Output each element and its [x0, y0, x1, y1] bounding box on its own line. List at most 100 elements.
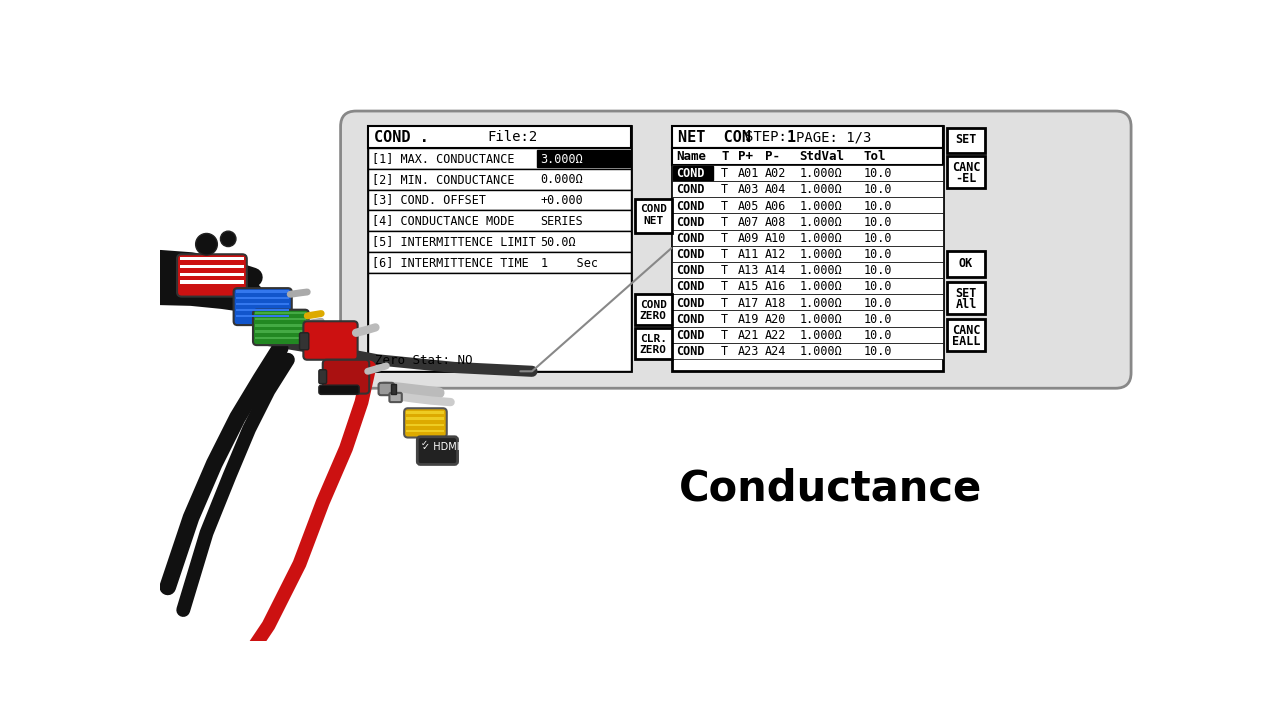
- FancyBboxPatch shape: [379, 383, 394, 395]
- Bar: [672, 165, 943, 181]
- Text: COND: COND: [640, 300, 667, 310]
- Bar: [367, 231, 631, 252]
- Text: [6] INTERMITTENCE TIME: [6] INTERMITTENCE TIME: [372, 256, 529, 269]
- Text: Name: Name: [676, 150, 707, 163]
- Bar: [672, 262, 943, 278]
- Bar: [236, 290, 289, 293]
- FancyBboxPatch shape: [303, 321, 357, 360]
- Bar: [236, 297, 289, 299]
- Text: A13: A13: [739, 264, 759, 277]
- Bar: [672, 148, 943, 165]
- Text: 1: 1: [786, 130, 795, 145]
- Text: 10.0: 10.0: [864, 345, 892, 358]
- FancyBboxPatch shape: [319, 385, 360, 395]
- Text: 10.0: 10.0: [864, 167, 892, 180]
- Text: NET  CON: NET CON: [677, 130, 750, 145]
- Text: 1.000Ω: 1.000Ω: [800, 264, 842, 277]
- Bar: [538, 150, 630, 167]
- Text: 50.0Ω: 50.0Ω: [540, 235, 576, 249]
- Text: A17: A17: [739, 297, 759, 310]
- Text: A24: A24: [764, 345, 786, 358]
- Bar: [635, 199, 672, 233]
- Text: 1.000Ω: 1.000Ω: [800, 312, 842, 325]
- Text: SET: SET: [955, 287, 977, 300]
- Text: T: T: [721, 184, 728, 197]
- Bar: [236, 315, 289, 318]
- FancyBboxPatch shape: [319, 370, 326, 384]
- FancyBboxPatch shape: [323, 360, 369, 394]
- Text: 1.000Ω: 1.000Ω: [800, 167, 842, 180]
- Text: A15: A15: [739, 280, 759, 294]
- Text: StdVal: StdVal: [800, 150, 845, 163]
- Text: A02: A02: [764, 167, 786, 180]
- Bar: [672, 310, 943, 327]
- Bar: [180, 273, 243, 276]
- Text: 10.0: 10.0: [864, 232, 892, 245]
- Bar: [672, 181, 943, 197]
- Text: T: T: [721, 345, 728, 358]
- Text: T: T: [721, 280, 728, 294]
- Bar: [947, 319, 984, 351]
- Text: A22: A22: [764, 329, 786, 342]
- Text: T: T: [721, 167, 728, 180]
- Text: 1.000Ω: 1.000Ω: [800, 280, 842, 294]
- Bar: [407, 411, 444, 414]
- FancyBboxPatch shape: [234, 288, 292, 325]
- Bar: [255, 312, 306, 315]
- Text: T: T: [721, 248, 728, 261]
- Text: A06: A06: [764, 199, 786, 212]
- Text: T: T: [721, 216, 728, 229]
- Text: COND: COND: [676, 232, 705, 245]
- Text: ZERO: ZERO: [640, 345, 667, 355]
- Text: A08: A08: [764, 216, 786, 229]
- Text: -EL: -EL: [955, 172, 977, 185]
- Text: CANC: CANC: [952, 161, 980, 174]
- Text: T: T: [721, 297, 728, 310]
- Text: CLR.: CLR.: [640, 333, 667, 343]
- Text: 1.000Ω: 1.000Ω: [800, 199, 842, 212]
- Bar: [672, 343, 943, 359]
- Bar: [236, 309, 289, 311]
- Bar: [255, 337, 306, 339]
- Text: A03: A03: [739, 184, 759, 197]
- Text: A21: A21: [739, 329, 759, 342]
- Text: COND: COND: [676, 345, 705, 358]
- Text: A07: A07: [739, 216, 759, 229]
- Text: [4] CONDUCTANCE MODE: [4] CONDUCTANCE MODE: [372, 215, 515, 228]
- Text: CANC: CANC: [952, 324, 980, 338]
- Text: T: T: [721, 150, 728, 163]
- Text: T: T: [721, 329, 728, 342]
- Text: A23: A23: [739, 345, 759, 358]
- Text: OK: OK: [959, 256, 973, 269]
- Text: 1.000Ω: 1.000Ω: [800, 345, 842, 358]
- Text: COND .: COND .: [374, 130, 429, 145]
- Circle shape: [196, 233, 218, 255]
- Text: T: T: [721, 232, 728, 245]
- Text: COND: COND: [676, 167, 705, 180]
- Text: PAGE: 1/3: PAGE: 1/3: [795, 130, 870, 144]
- Text: COND: COND: [676, 199, 705, 212]
- Text: A14: A14: [764, 264, 786, 277]
- Text: 0.000Ω: 0.000Ω: [540, 174, 584, 186]
- Bar: [367, 210, 631, 231]
- Text: [3] COND. OFFSET: [3] COND. OFFSET: [372, 194, 486, 207]
- Text: A18: A18: [764, 297, 786, 310]
- Text: COND: COND: [676, 264, 705, 277]
- Bar: [672, 278, 943, 294]
- Text: T: T: [721, 199, 728, 212]
- Text: File:2: File:2: [488, 130, 538, 144]
- Text: A12: A12: [764, 248, 786, 261]
- Bar: [635, 328, 672, 359]
- Text: A09: A09: [739, 232, 759, 245]
- FancyBboxPatch shape: [340, 111, 1132, 388]
- Bar: [367, 148, 631, 168]
- Text: 1.000Ω: 1.000Ω: [800, 329, 842, 342]
- Bar: [947, 251, 984, 277]
- FancyBboxPatch shape: [300, 333, 308, 350]
- Text: P+: P+: [739, 150, 753, 163]
- Text: A11: A11: [739, 248, 759, 261]
- Text: 10.0: 10.0: [864, 297, 892, 310]
- Bar: [947, 156, 984, 188]
- Text: EALL: EALL: [952, 335, 980, 348]
- Bar: [367, 127, 631, 148]
